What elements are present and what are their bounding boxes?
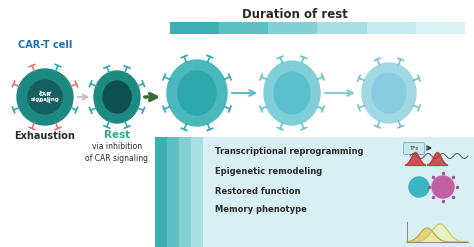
Text: Epigenetic remodeling: Epigenetic remodeling [215, 166, 322, 176]
Bar [155, 137, 474, 247]
FancyBboxPatch shape [403, 143, 425, 155]
Ellipse shape [103, 81, 131, 113]
Bar [179, 137, 191, 247]
Bar [416, 22, 465, 34]
Bar [367, 22, 416, 34]
Bar [219, 22, 268, 34]
Text: Exhaustion: Exhaustion [15, 131, 75, 141]
Bar [167, 137, 179, 247]
Circle shape [432, 176, 454, 198]
Text: Rest: Rest [104, 130, 130, 140]
Bar [170, 22, 219, 34]
Text: CAR-T cell: CAR-T cell [18, 40, 72, 50]
Bar [155, 137, 167, 247]
Ellipse shape [372, 73, 406, 113]
Ellipse shape [362, 63, 416, 123]
Text: via inhibition
of CAR signaling: via inhibition of CAR signaling [85, 142, 148, 163]
Ellipse shape [264, 61, 320, 125]
Bar [191, 137, 203, 247]
Text: CAR
signaling: CAR signaling [31, 92, 59, 103]
Text: TFs: TFs [410, 145, 419, 150]
Text: Transcriptional reprogramming: Transcriptional reprogramming [215, 146, 364, 156]
Ellipse shape [17, 69, 73, 125]
Ellipse shape [274, 72, 310, 114]
Ellipse shape [178, 71, 216, 115]
Bar [268, 22, 318, 34]
Circle shape [409, 177, 429, 197]
Ellipse shape [167, 60, 227, 126]
Bar [318, 22, 367, 34]
Text: Memory phenotype: Memory phenotype [215, 205, 307, 213]
Ellipse shape [94, 71, 140, 123]
Text: Restored function: Restored function [215, 186, 301, 195]
Ellipse shape [28, 80, 62, 114]
Text: Duration of rest: Duration of rest [242, 8, 348, 21]
